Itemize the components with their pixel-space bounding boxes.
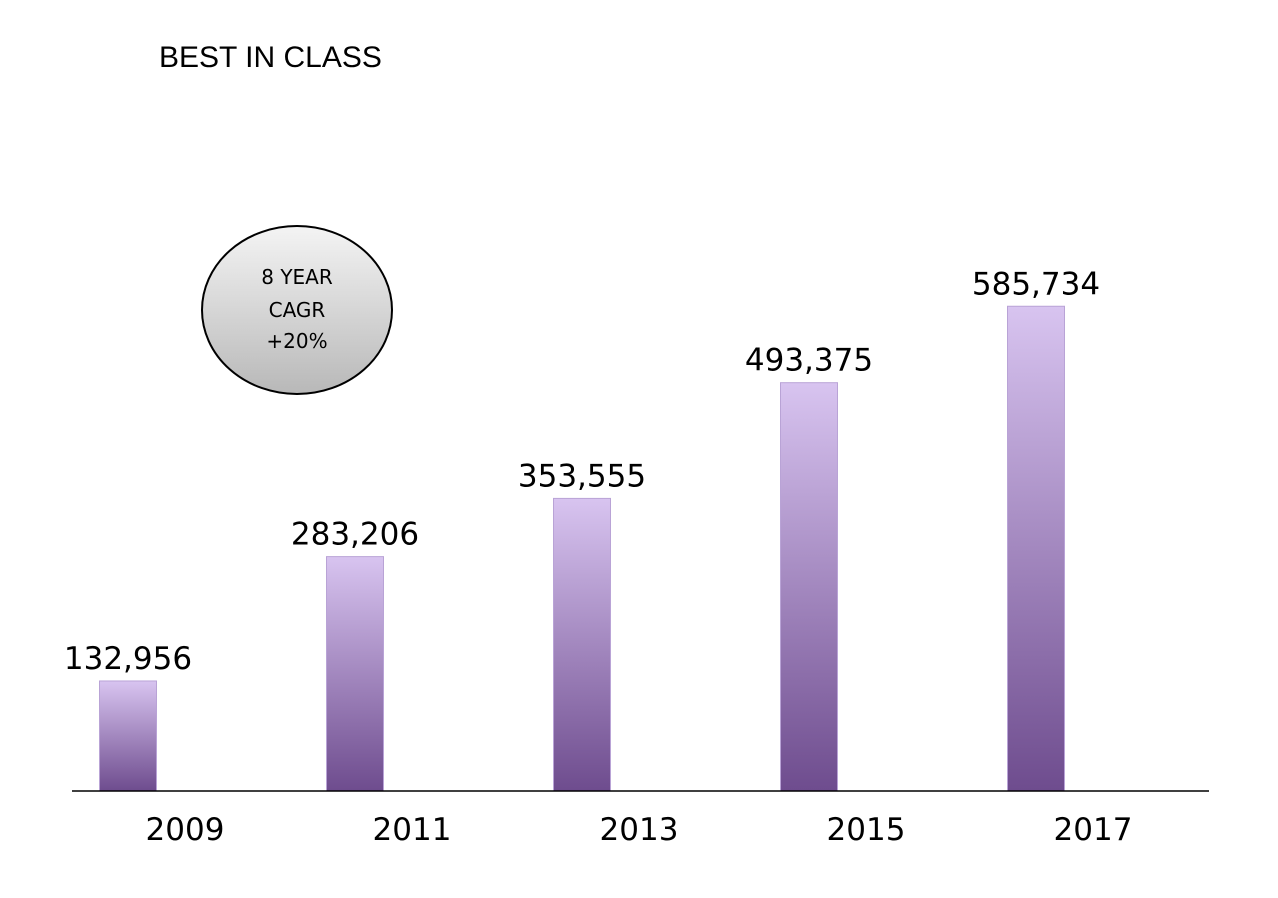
x-tick-label-2017: 2017	[1054, 812, 1133, 848]
bar-2009	[99, 680, 157, 792]
x-tick-label-2009: 2009	[146, 812, 225, 848]
cagr-badge: 8 YEAR CAGR +20%	[201, 225, 393, 395]
labels-layer: 132,956 2009 283,206 2011 353,555 2013 493,375…	[64, 266, 1133, 848]
data-label-2011: 283,206	[291, 517, 419, 553]
data-label-2015: 493,375	[745, 343, 873, 379]
bar-2015	[780, 382, 838, 792]
bar-2013	[553, 497, 611, 792]
x-tick-label-2015: 2015	[827, 812, 906, 848]
cagr-badge-line-1: 8 YEAR	[261, 265, 333, 289]
cagr-badge-ellipse	[201, 225, 393, 395]
bar-2017	[1007, 305, 1065, 792]
cagr-badge-line-3: +20%	[266, 329, 327, 353]
chart-title: BEST IN CLASS	[159, 41, 382, 74]
data-label-2013: 353,555	[518, 458, 646, 494]
data-label-2009: 132,956	[64, 641, 192, 677]
x-tick-label-2011: 2011	[373, 812, 452, 848]
bars-layer	[99, 305, 1065, 792]
x-tick-label-2013: 2013	[600, 812, 679, 848]
cagr-badge-line-2: CAGR	[269, 298, 326, 322]
data-label-2017: 585,734	[972, 266, 1100, 302]
bar-2011	[326, 556, 384, 792]
